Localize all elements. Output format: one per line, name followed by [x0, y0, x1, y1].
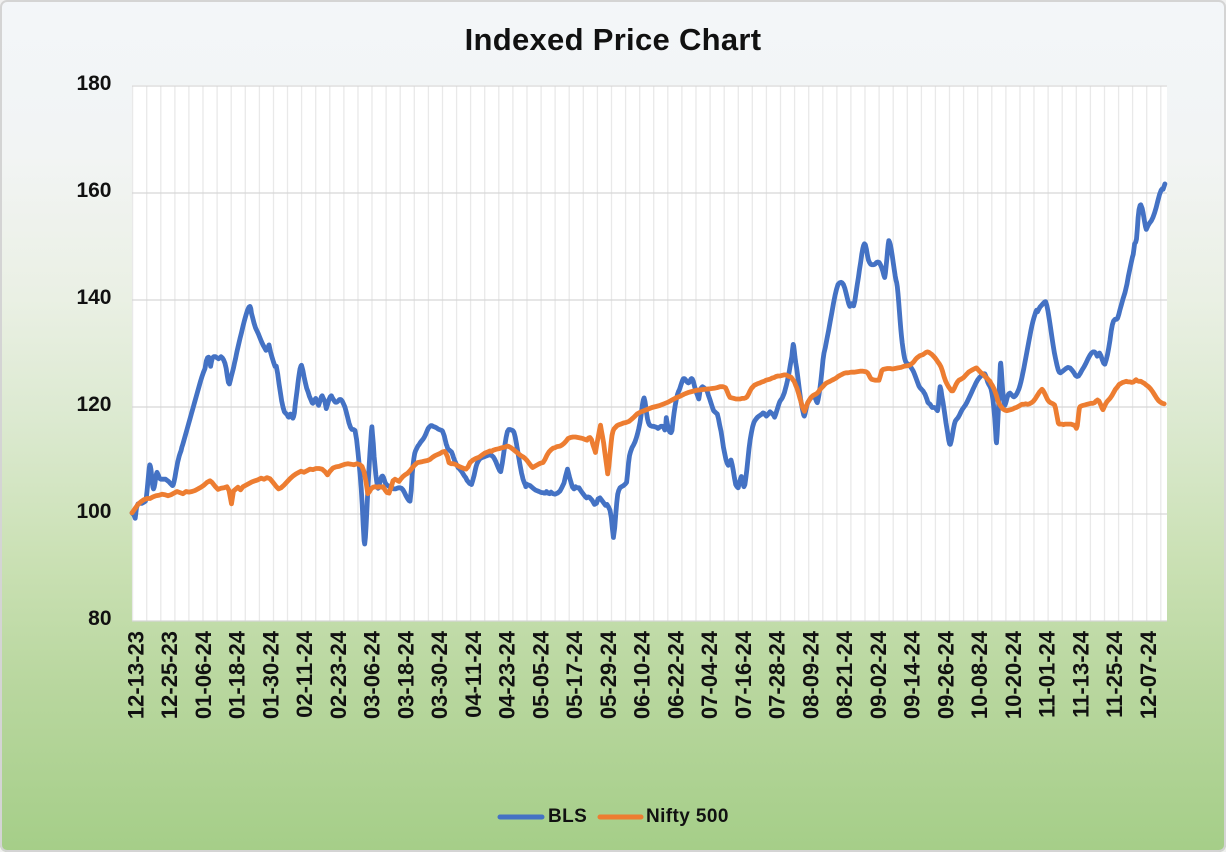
svg-text:09-26-24: 09-26-24	[933, 630, 958, 719]
svg-text:120: 120	[76, 393, 111, 416]
svg-text:12-13-23: 12-13-23	[124, 631, 149, 719]
svg-text:03-06-24: 03-06-24	[360, 630, 385, 719]
svg-text:160: 160	[76, 179, 111, 202]
svg-text:04-11-24: 04-11-24	[461, 630, 486, 718]
svg-text:05-17-24: 05-17-24	[562, 630, 587, 719]
svg-text:08-21-24: 08-21-24	[832, 630, 857, 719]
svg-text:11-13-24: 11-13-24	[1068, 630, 1093, 718]
svg-text:BLS: BLS	[548, 806, 587, 827]
svg-text:100: 100	[76, 500, 111, 523]
svg-text:02-11-24: 02-11-24	[292, 630, 317, 718]
svg-text:04-23-24: 04-23-24	[495, 630, 520, 719]
svg-text:80: 80	[88, 607, 111, 630]
svg-text:09-02-24: 09-02-24	[866, 630, 891, 719]
svg-text:01-30-24: 01-30-24	[259, 630, 284, 719]
svg-text:140: 140	[76, 286, 111, 309]
svg-text:180: 180	[76, 72, 111, 95]
svg-text:12-07-24: 12-07-24	[1136, 630, 1161, 719]
svg-text:09-14-24: 09-14-24	[900, 630, 925, 719]
svg-text:01-18-24: 01-18-24	[225, 630, 250, 719]
svg-text:11-25-24: 11-25-24	[1102, 630, 1127, 718]
svg-text:05-05-24: 05-05-24	[528, 630, 553, 719]
svg-text:11-01-24: 11-01-24	[1035, 630, 1060, 718]
svg-text:06-10-24: 06-10-24	[630, 630, 655, 719]
svg-text:03-30-24: 03-30-24	[427, 630, 452, 719]
svg-text:Indexed Price Chart: Indexed Price Chart	[465, 22, 762, 57]
svg-text:01-06-24: 01-06-24	[191, 630, 216, 719]
svg-text:Nifty 500: Nifty 500	[646, 806, 729, 827]
svg-text:07-04-24: 07-04-24	[697, 630, 722, 719]
svg-text:12-25-23: 12-25-23	[157, 631, 182, 719]
svg-text:10-20-24: 10-20-24	[1001, 630, 1026, 719]
svg-text:05-29-24: 05-29-24	[596, 630, 621, 719]
svg-text:02-23-24: 02-23-24	[326, 630, 351, 719]
svg-text:07-16-24: 07-16-24	[731, 630, 756, 719]
svg-text:06-22-24: 06-22-24	[663, 630, 688, 719]
svg-text:10-08-24: 10-08-24	[967, 630, 992, 719]
svg-text:03-18-24: 03-18-24	[394, 630, 419, 719]
svg-text:07-28-24: 07-28-24	[765, 630, 790, 719]
svg-text:08-09-24: 08-09-24	[798, 630, 823, 719]
